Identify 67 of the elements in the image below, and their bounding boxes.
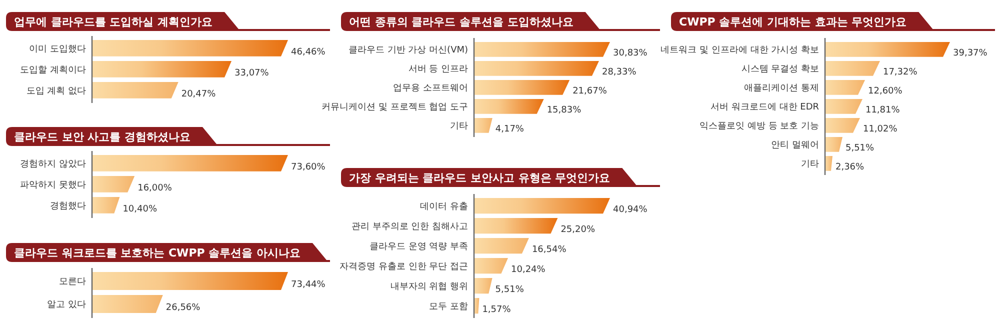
y-tick-label: 경험하지 않았다 <box>20 159 86 170</box>
y-tick-label: 도입할 계획이다 <box>20 65 86 76</box>
y-tick-label: 서버 등 인프라 <box>408 64 468 75</box>
y-tick-label: 이미 도입했다 <box>29 44 86 54</box>
chart-title: 업무에 클라우드를 도입하실 계획인가요 <box>14 15 212 28</box>
bar <box>474 198 610 214</box>
y-tick-label: 모른다 <box>59 277 86 288</box>
data-label: 39,37% <box>953 48 988 59</box>
y-tick-label: 모두 포함 <box>429 302 468 312</box>
y-tick-label: 데이터 유출 <box>420 202 468 212</box>
chart-title: 어떤 종류의 클라우드 솔루션을 도입하셨나요 <box>349 15 574 28</box>
y-tick-label: 업무용 소프트웨어 <box>393 84 468 94</box>
data-label: 10,40% <box>122 204 158 214</box>
data-label: 33,07% <box>234 68 270 78</box>
bar <box>474 99 544 114</box>
data-label: 28,33% <box>602 68 637 78</box>
data-label: 5,51% <box>845 144 875 154</box>
y-tick-label: 도입 계획 없다 <box>26 86 86 96</box>
y-tick-label: 클라우드 운영 역량 부족 <box>369 242 468 252</box>
data-label: 73,60% <box>291 162 326 172</box>
y-tick-label: 애플리케이션 통제 <box>744 84 819 94</box>
data-label: 30,83% <box>613 48 648 59</box>
data-label: 11,02% <box>862 124 898 135</box>
y-tick-label: 클라우드 기반 가상 머신(VM) <box>348 46 468 56</box>
data-label: 26,56% <box>166 303 201 314</box>
data-label: 11,81% <box>865 106 900 116</box>
y-tick-label: 관리 부주의로 인한 침해사고 <box>351 222 468 232</box>
bar <box>474 238 529 254</box>
y-tick-label: 기타 <box>801 160 819 170</box>
y-tick-label: 커뮤니케이션 및 프로젝트 협업 도구 <box>322 102 468 113</box>
data-label: 46,46% <box>291 47 326 58</box>
y-tick-label: 자격증명 유출로 인한 무단 접근 <box>340 262 468 272</box>
data-label: 15,83% <box>546 106 582 116</box>
y-tick-label: 익스플로잇 예방 등 보호 기능 <box>700 122 819 132</box>
data-label: 40,94% <box>613 204 648 215</box>
bar <box>474 61 599 76</box>
data-label: 20,47% <box>181 89 216 100</box>
data-label: 1,57% <box>482 304 512 315</box>
data-label: 5,51% <box>495 284 524 295</box>
data-label: 16,54% <box>532 244 567 255</box>
y-tick-label: 기타 <box>450 122 468 132</box>
data-label: 16,00% <box>138 183 172 194</box>
data-label: 12,60% <box>868 86 903 97</box>
chart-title: 클라우드 보안 사고를 경험하셨나요 <box>14 130 190 144</box>
data-label: 17,32% <box>882 68 918 78</box>
data-label: 2,36% <box>835 162 865 173</box>
data-label: 25,20% <box>560 224 596 235</box>
y-tick-label: 파악하지 못했다 <box>20 180 86 190</box>
chart-title: 클라우드 워크로드를 보호하는 CWPP 솔루션을 아시나요 <box>14 246 300 260</box>
bar <box>474 80 570 95</box>
y-tick-label: 서버 워크로드에 대한 EDR <box>710 102 819 113</box>
bar <box>825 61 880 76</box>
y-tick-label: 내부자의 위협 행위 <box>390 282 468 292</box>
chart-title: CWPP 솔루션에 기대하는 효과는 무엇인가요 <box>679 15 907 28</box>
y-tick-label: 네트워크 및 인프라에 대한 가시성 확보 <box>660 46 819 56</box>
y-tick-label: 안티 멀웨어 <box>771 140 819 151</box>
data-label: 21,67% <box>572 86 608 97</box>
data-label: 4,17% <box>495 124 524 135</box>
bar <box>825 42 950 57</box>
y-tick-label: 경험했다 <box>50 201 86 212</box>
data-label: 73,44% <box>291 280 326 290</box>
y-tick-label: 알고 있다 <box>47 300 86 310</box>
chart-title: 가장 우려되는 클라우드 보안사고 유형은 무엇인가요 <box>349 171 610 184</box>
bar <box>474 218 558 234</box>
data-label: 10,24% <box>511 264 546 275</box>
y-tick-label: 시스템 무결성 확보 <box>741 64 819 75</box>
bar <box>474 42 610 57</box>
